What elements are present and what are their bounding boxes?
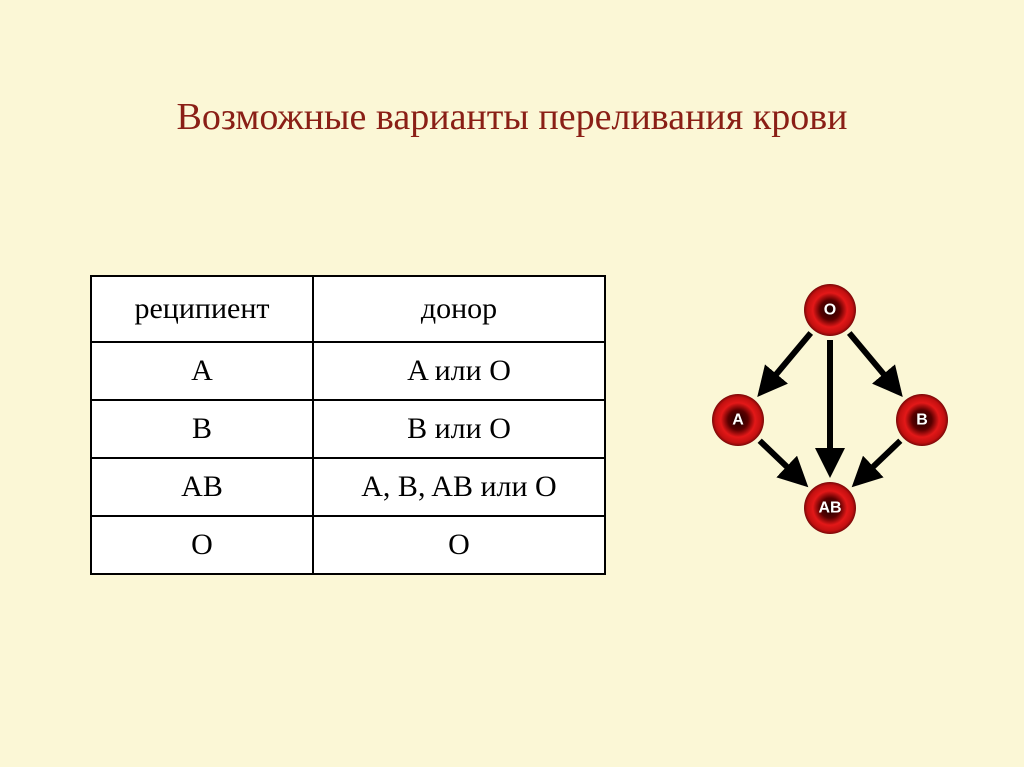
table-row: AB A, B, AB или O (91, 458, 605, 516)
cell-donor: B или O (313, 400, 605, 458)
table-row: O O (91, 516, 605, 574)
node-label: B (916, 412, 928, 429)
cell-recipient: B (91, 400, 313, 458)
col-donor: донор (313, 276, 605, 342)
diagram-edges (760, 333, 901, 483)
cell-recipient: O (91, 516, 313, 574)
blood-flow-diagram: OABAB (700, 270, 960, 550)
table-header-row: реципиент донор (91, 276, 605, 342)
slide: Возможные варианты переливания крови рец… (0, 0, 1024, 767)
blood-cell-node-AB: AB (804, 482, 856, 534)
edge-B-AB (856, 441, 900, 483)
table-row: B B или O (91, 400, 605, 458)
cell-recipient: AB (91, 458, 313, 516)
edge-O-B (849, 333, 899, 392)
node-label: O (824, 302, 836, 319)
node-label: A (732, 412, 744, 429)
cell-donor: O (313, 516, 605, 574)
transfusion-table: реципиент донор A A или O B B или O AB A… (90, 275, 606, 575)
cell-donor: A или O (313, 342, 605, 400)
cell-donor: A, B, AB или O (313, 458, 605, 516)
slide-title: Возможные варианты переливания крови (0, 95, 1024, 139)
edge-A-AB (760, 441, 804, 483)
cell-recipient: A (91, 342, 313, 400)
blood-cell-node-O: O (804, 284, 856, 336)
table: реципиент донор A A или O B B или O AB A… (90, 275, 606, 575)
node-label: AB (818, 500, 841, 517)
edge-O-A (761, 333, 811, 392)
col-recipient: реципиент (91, 276, 313, 342)
blood-cell-node-A: A (712, 394, 764, 446)
blood-cell-node-B: B (896, 394, 948, 446)
table-row: A A или O (91, 342, 605, 400)
